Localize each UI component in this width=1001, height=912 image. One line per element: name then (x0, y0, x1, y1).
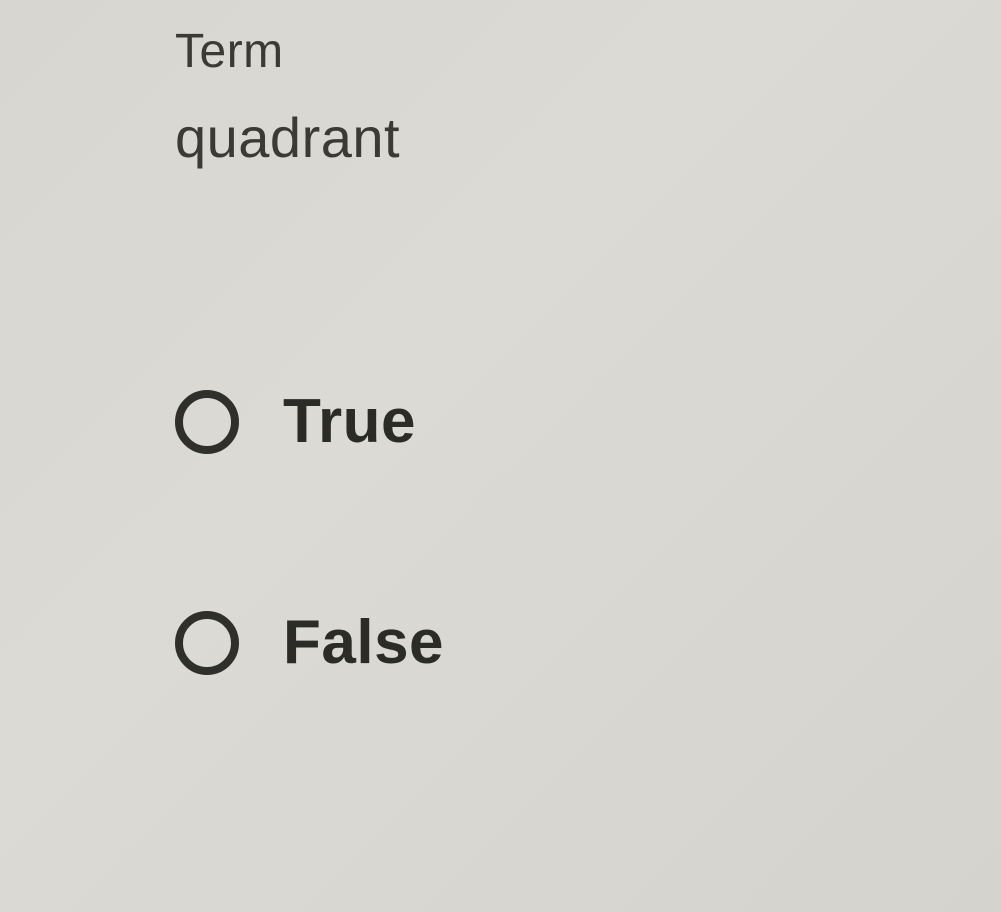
options-group: True False (175, 386, 1001, 678)
radio-icon[interactable] (175, 611, 239, 675)
option-label: False (283, 607, 444, 678)
option-label: True (283, 386, 416, 457)
term-value: quadrant (175, 110, 1001, 166)
option-true[interactable]: True (175, 386, 1001, 457)
radio-icon[interactable] (175, 390, 239, 454)
term-heading: Term (175, 28, 1001, 76)
question-block: Term quadrant True False (0, 0, 1001, 678)
option-false[interactable]: False (175, 607, 1001, 678)
